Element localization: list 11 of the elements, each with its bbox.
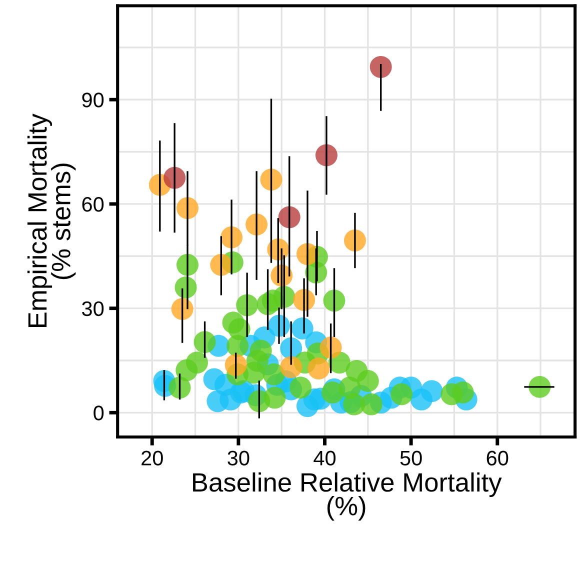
x-tick-label: 60 — [486, 450, 508, 466]
x-axis-title: Baseline Relative Mortality (%) — [193, 472, 502, 521]
y-tick-label: 90 — [82, 92, 104, 108]
y-axis-title: Empirical Mortality (% stems) — [27, 114, 76, 327]
y-tick-label: 0 — [94, 406, 104, 420]
x-tick-label: 50 — [400, 450, 422, 466]
y-tick-label: 30 — [82, 301, 104, 316]
x-tick-label: 30 — [228, 450, 250, 466]
x-tick-label: 40 — [314, 450, 336, 466]
x-tick-label: 20 — [142, 450, 163, 466]
y-tick-label: 60 — [82, 196, 104, 212]
